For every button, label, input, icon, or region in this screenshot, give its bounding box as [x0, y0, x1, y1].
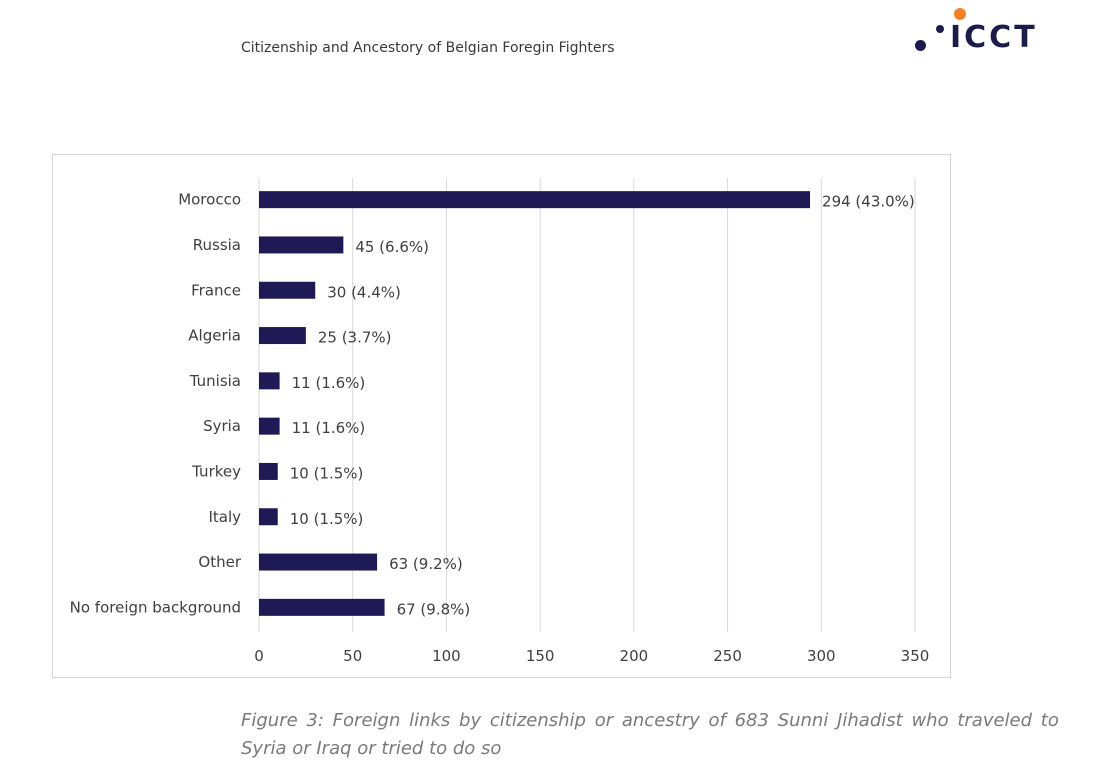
data-label: 67 (9.8%) [397, 600, 471, 618]
data-label: 25 (3.7%) [318, 329, 392, 347]
data-label: 45 (6.6%) [355, 238, 429, 256]
x-tick-label: 150 [526, 647, 555, 665]
data-label: 10 (1.5%) [290, 510, 364, 528]
labels: 0 50 100 150 200 250 300 350 Morocco 294 (43.0%) R… [70, 191, 930, 665]
bar [259, 462, 278, 480]
caption-word: 683 [734, 710, 769, 731]
x-tick-label: 0 [254, 647, 264, 665]
category-label: Turkey [191, 462, 241, 480]
x-tick-label: 350 [901, 647, 930, 665]
caption-word: Sunni [777, 710, 829, 731]
x-tick-label: 300 [807, 647, 836, 665]
caption-word: or [594, 710, 614, 731]
caption-word: Jihadist [837, 710, 903, 731]
logo-dot-orange [954, 8, 966, 20]
x-tick-label: 200 [620, 647, 649, 665]
icct-logo: ICCT [912, 6, 1052, 58]
data-label: 63 (9.2%) [389, 555, 463, 573]
x-tick-label: 100 [432, 647, 461, 665]
category-label: Other [198, 553, 241, 571]
bar [259, 372, 280, 390]
caption-word: by [459, 710, 482, 731]
logo-dot-navy-small [936, 25, 944, 33]
bar [259, 553, 378, 571]
logo-text: ICCT [950, 20, 1038, 55]
category-label: Morocco [178, 191, 241, 209]
bar [259, 598, 385, 616]
category-label: France [191, 281, 241, 299]
data-label: 11 (1.6%) [292, 374, 366, 392]
caption-line-2: Syria or Iraq or tried to do so [241, 738, 502, 759]
caption-word: of [708, 710, 726, 731]
caption-word: traveled [957, 710, 1033, 731]
x-tick-label: 250 [713, 647, 742, 665]
caption-word: ancestry [621, 710, 700, 731]
data-label: 10 (1.5%) [290, 464, 364, 482]
caption-word: to [1040, 710, 1059, 731]
figure-caption: Figure 3: Foreign links by citizenship or ances… [241, 707, 1059, 763]
data-label: 294 (43.0%) [822, 193, 915, 211]
category-label: Italy [208, 508, 241, 526]
caption-word: 3: [306, 710, 324, 731]
category-label: Syria [203, 417, 241, 435]
bar [259, 327, 306, 345]
bar [259, 191, 811, 209]
running-title: Citizenship and Ancestory of Belgian For… [241, 40, 615, 56]
category-label: Russia [193, 236, 241, 254]
bars [259, 191, 811, 616]
caption-word: links [409, 710, 451, 731]
x-tick-label: 50 [343, 647, 362, 665]
data-label: 30 (4.4%) [327, 283, 401, 301]
caption-word: Figure [241, 710, 298, 731]
category-label: Algeria [188, 327, 241, 345]
chart-frame [52, 154, 951, 678]
caption-word: citizenship [489, 710, 586, 731]
caption-line-1: Figure 3: Foreign links by citizenship or ances… [241, 707, 1059, 735]
caption-word: who [911, 710, 949, 731]
category-label: No foreign background [70, 598, 241, 616]
bar [259, 236, 344, 254]
bar [259, 417, 280, 435]
bar [259, 508, 278, 526]
logo-dot-navy [915, 40, 926, 51]
category-label: Tunisia [189, 372, 241, 390]
data-label: 11 (1.6%) [292, 419, 366, 437]
bar [259, 281, 316, 299]
caption-word: Foreign [332, 710, 401, 731]
